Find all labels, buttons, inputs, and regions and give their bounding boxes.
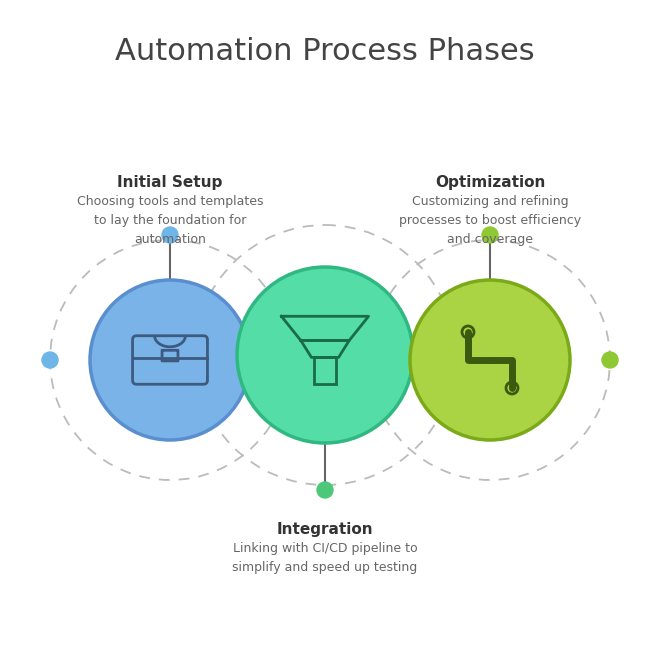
Circle shape — [187, 347, 203, 363]
Circle shape — [410, 280, 570, 440]
Circle shape — [482, 227, 498, 243]
Text: Linking with CI/CD pipeline to
simplify and speed up testing: Linking with CI/CD pipeline to simplify … — [233, 542, 417, 574]
Circle shape — [162, 227, 178, 243]
Circle shape — [237, 267, 413, 443]
Text: Customizing and refining
processes to boost efficiency
and coverage: Customizing and refining processes to bo… — [399, 195, 581, 246]
Circle shape — [42, 352, 58, 368]
Bar — [315, 358, 335, 384]
Circle shape — [602, 352, 618, 368]
Text: Integration: Integration — [277, 522, 373, 537]
Text: Initial Setup: Initial Setup — [117, 175, 223, 190]
Circle shape — [90, 280, 250, 440]
Text: Choosing tools and templates
to lay the foundation for
automation: Choosing tools and templates to lay the … — [77, 195, 263, 246]
Text: Optimization: Optimization — [435, 175, 545, 190]
Circle shape — [317, 482, 333, 498]
Text: Automation Process Phases: Automation Process Phases — [115, 38, 535, 66]
